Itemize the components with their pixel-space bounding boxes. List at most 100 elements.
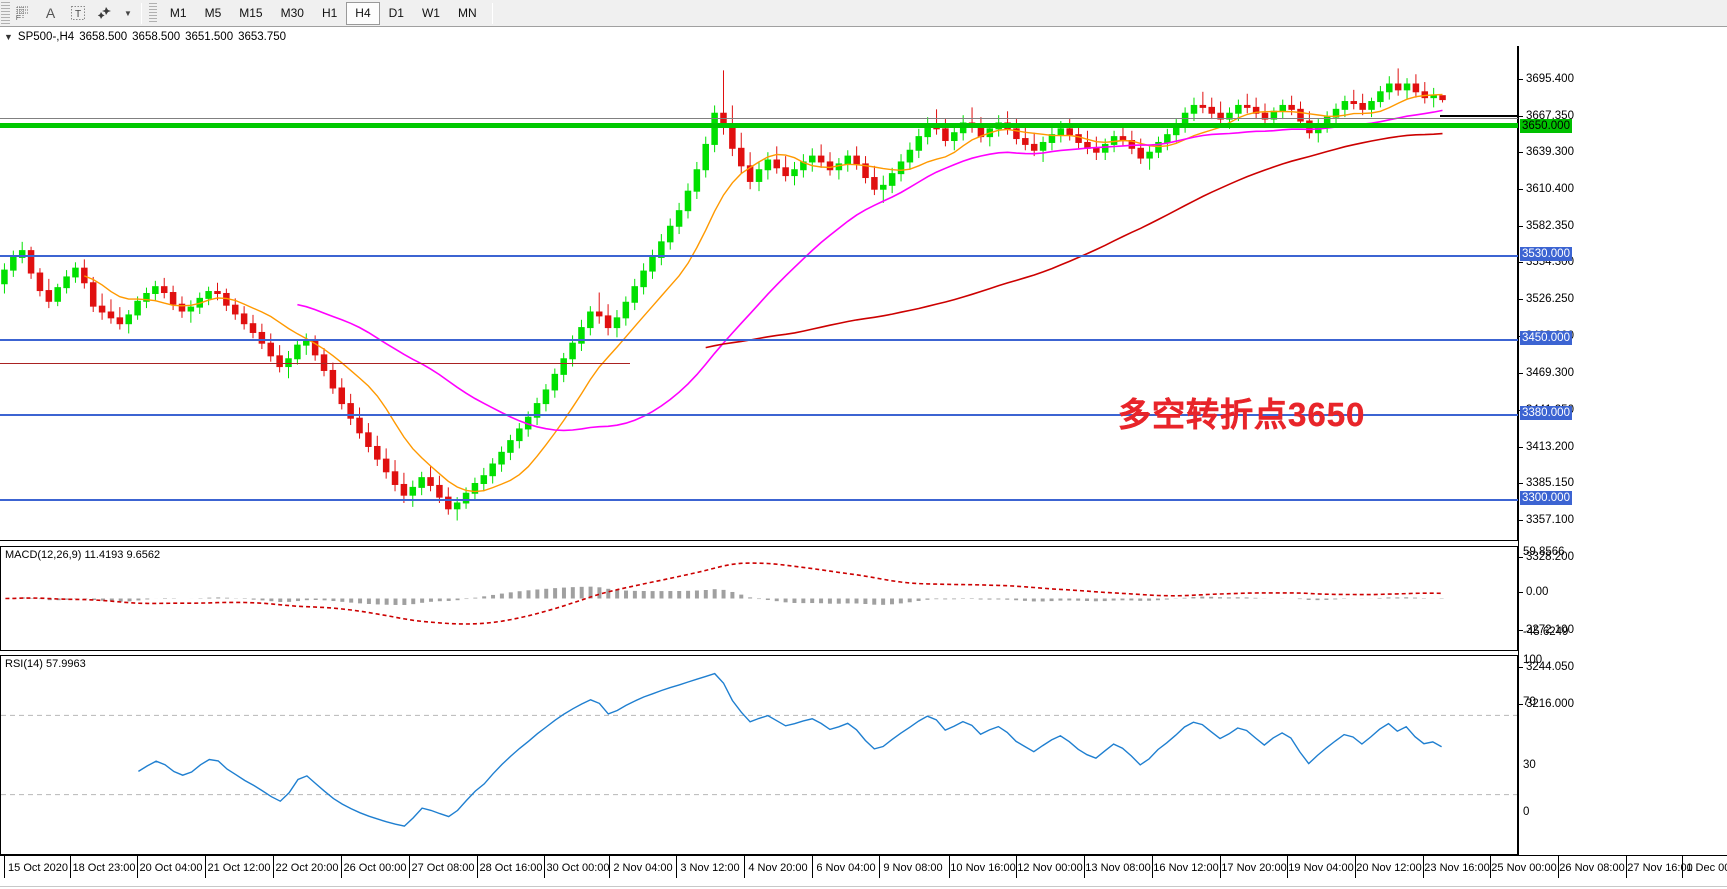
svg-text:T: T bbox=[74, 9, 80, 20]
ohlc-low: 3651.500 bbox=[185, 31, 234, 43]
time-axis-label: 18 Oct 23:00 bbox=[72, 862, 136, 874]
price-scale-tick: 3272.100 bbox=[1519, 624, 1727, 637]
price-level-badge[interactable]: 3650.000 bbox=[1520, 119, 1572, 133]
timeframe-m15[interactable]: M15 bbox=[239, 6, 263, 20]
level-line-black-top bbox=[1440, 115, 1518, 117]
toolbar-separator bbox=[140, 2, 142, 24]
time-axis-label: 10 Nov 16:00 bbox=[950, 862, 1016, 874]
price-scale[interactable]: 3695.400 3667.350 3639.300 3610.400 3582.350… bbox=[1518, 46, 1727, 855]
time-axis-label: 3 Nov 12:00 bbox=[680, 862, 740, 874]
time-axis-separator bbox=[1423, 856, 1424, 878]
time-axis-label: 6 Nov 04:00 bbox=[816, 862, 876, 874]
time-axis-separator bbox=[949, 856, 950, 878]
timeframe-drag-handle[interactable] bbox=[148, 2, 157, 24]
time-axis-label: 26 Nov 08:00 bbox=[1559, 862, 1625, 874]
price-scale-tick: 3526.250 bbox=[1519, 293, 1727, 306]
time-axis-label: 27 Oct 08:00 bbox=[411, 862, 475, 874]
time-axis[interactable]: 15 Oct 2020 18 Oct 23:00 20 Oct 04:00 21 Oc… bbox=[0, 855, 1727, 889]
price-scale-tick: 3695.400 bbox=[1519, 73, 1727, 86]
time-axis-label: 22 Oct 20:00 bbox=[275, 862, 339, 874]
price-level-badge[interactable]: 3530.000 bbox=[1520, 247, 1572, 261]
time-axis-label: 1 Dec 00:00 bbox=[1686, 862, 1727, 874]
price-level-badge[interactable]: 3300.000 bbox=[1520, 491, 1572, 505]
price-scale-tick: 3328.200 bbox=[1519, 551, 1727, 564]
timeframe-w1[interactable]: W1 bbox=[421, 6, 440, 20]
timeframe-h1[interactable]: H1 bbox=[321, 6, 338, 20]
toolbar-drag-handle[interactable] bbox=[1, 2, 10, 24]
timeframe-mn[interactable]: MN bbox=[457, 6, 477, 20]
time-axis-label: 26 Oct 00:00 bbox=[343, 862, 407, 874]
indicator-scale-tick: 0 bbox=[1523, 806, 1530, 818]
price-scale-tick: 3357.100 bbox=[1519, 514, 1727, 527]
time-axis-label: 17 Nov 20:00 bbox=[1221, 862, 1287, 874]
price-scale-tick: 3639.300 bbox=[1519, 146, 1727, 159]
level-line-3650[interactable] bbox=[0, 123, 1518, 128]
price-scale-tick: 3582.350 bbox=[1519, 220, 1727, 233]
time-axis-separator bbox=[1084, 856, 1085, 878]
time-axis-label: 16 Nov 12:00 bbox=[1153, 862, 1219, 874]
time-axis-separator bbox=[744, 856, 745, 878]
timeframe-m5[interactable]: M5 bbox=[204, 6, 222, 20]
timeframe-d1[interactable]: D1 bbox=[388, 6, 404, 20]
indicator-scale-tick: 100 bbox=[1523, 654, 1543, 666]
level-line-3450[interactable] bbox=[0, 339, 1518, 341]
price-scale-tick: 3216.000 bbox=[1519, 698, 1727, 711]
time-axis-separator bbox=[812, 856, 813, 878]
level-line-3530[interactable] bbox=[0, 255, 1518, 257]
candlestick-canvas bbox=[1, 68, 1446, 521]
toolbar: F A T ▼ M1 M5 M15 M30 H1 H4 D1 bbox=[0, 0, 1727, 27]
timeframe-h4[interactable]: H4 bbox=[346, 1, 380, 25]
price-scale-tick: 3610.400 bbox=[1519, 183, 1727, 196]
time-axis-separator bbox=[1355, 856, 1356, 878]
time-axis-label: 23 Nov 16:00 bbox=[1424, 862, 1490, 874]
text-label-glyph: A bbox=[45, 5, 56, 21]
indicator-scale-tick: 0.00 bbox=[1519, 586, 1727, 599]
indicator-scale-tick: 59.8566 bbox=[1523, 546, 1565, 558]
time-axis-label: 21 Oct 12:00 bbox=[207, 862, 271, 874]
time-axis-separator bbox=[70, 856, 71, 878]
macd-panel[interactable]: MACD(12,26,9) 11.4193 9.6562 bbox=[0, 546, 1518, 651]
macd-canvas bbox=[5, 562, 1444, 625]
time-axis-label: 19 Nov 04:00 bbox=[1288, 862, 1354, 874]
text-box-icon[interactable]: T bbox=[64, 2, 91, 25]
symbol-name: SP500-,H4 bbox=[17, 31, 75, 43]
time-axis-separator bbox=[1152, 856, 1153, 878]
crosshair-icon[interactable]: F bbox=[10, 2, 37, 25]
time-axis-label: 12 Nov 00:00 bbox=[1017, 862, 1083, 874]
time-axis-separator bbox=[1558, 856, 1559, 878]
objects-dropdown-arrow[interactable]: ▼ bbox=[118, 2, 136, 25]
ohlc-open: 3658.500 bbox=[79, 31, 128, 43]
time-axis-label: 4 Nov 20:00 bbox=[748, 862, 808, 874]
timeframe-m1[interactable]: M1 bbox=[169, 6, 187, 20]
time-axis-separator bbox=[4, 856, 5, 878]
price-scale-tick: 3469.300 bbox=[1519, 367, 1727, 380]
time-axis-separator bbox=[1220, 856, 1221, 878]
timeframe-m30[interactable]: M30 bbox=[280, 6, 304, 20]
rsi-panel[interactable]: RSI(14) 57.9963 bbox=[0, 655, 1518, 855]
time-axis-separator bbox=[273, 856, 274, 878]
toolbar-separator-2 bbox=[491, 2, 493, 24]
time-axis-label: 20 Nov 12:00 bbox=[1356, 862, 1422, 874]
time-axis-separator bbox=[879, 856, 880, 878]
price-scale-tick: 3244.050 bbox=[1519, 661, 1727, 674]
text-label-icon[interactable]: A bbox=[37, 2, 64, 25]
time-axis-label: 28 Oct 16:00 bbox=[479, 862, 543, 874]
time-axis-separator bbox=[1016, 856, 1017, 878]
indicator-scale-tick: 30 bbox=[1523, 759, 1536, 771]
level-line-3380[interactable] bbox=[0, 414, 1518, 416]
price-level-badge[interactable]: 3380.000 bbox=[1520, 406, 1572, 420]
time-axis-label: 15 Oct 2020 bbox=[8, 862, 68, 874]
level-line-dark-red bbox=[0, 363, 630, 364]
ohlc-high: 3658.500 bbox=[132, 31, 181, 43]
collapse-icon[interactable]: ▼ bbox=[4, 32, 13, 42]
objects-icon[interactable] bbox=[91, 2, 118, 25]
price-chart-panel[interactable] bbox=[0, 46, 1518, 541]
level-line-3300[interactable] bbox=[0, 499, 1518, 501]
price-level-badge[interactable]: 3450.000 bbox=[1520, 331, 1572, 345]
time-axis-label: 2 Nov 04:00 bbox=[613, 862, 673, 874]
macd-label: MACD(12,26,9) 11.4193 9.6562 bbox=[5, 549, 161, 561]
chart-annotation-text[interactable]: 多空转折点3650 bbox=[1118, 396, 1366, 433]
time-axis-separator bbox=[1490, 856, 1491, 878]
time-axis-separator bbox=[1682, 856, 1683, 878]
indicator-scale-tick: -45.6249 bbox=[1523, 626, 1569, 638]
